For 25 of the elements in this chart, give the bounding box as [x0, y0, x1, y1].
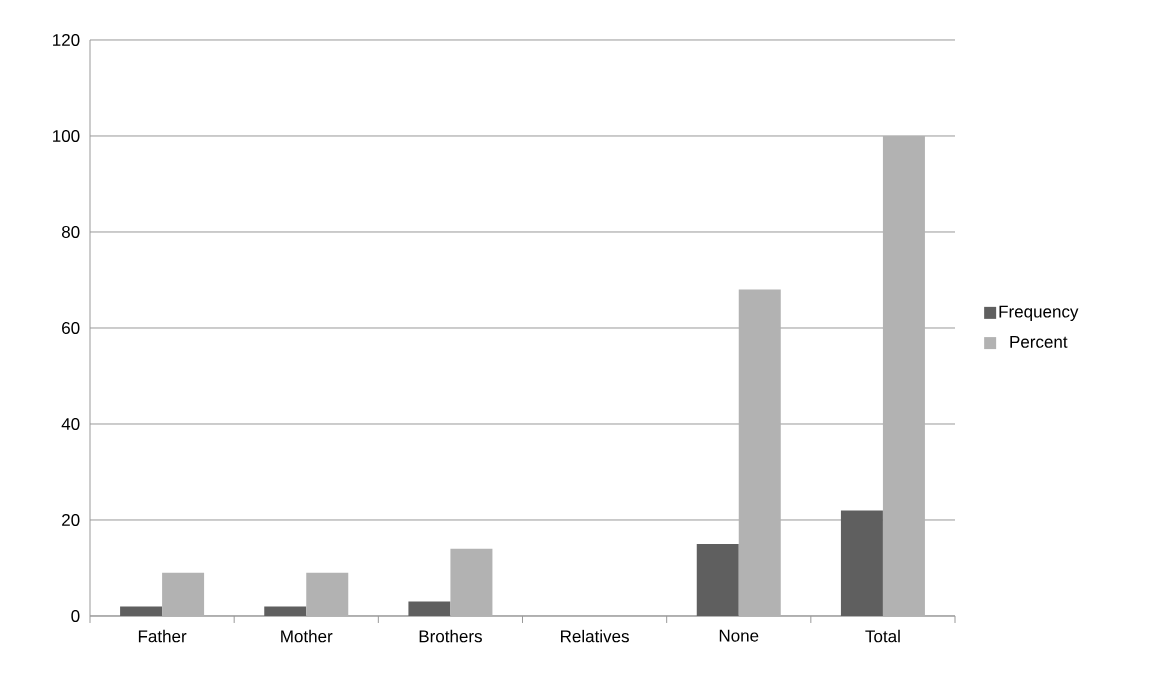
- x-tick-label: Relatives: [561, 629, 629, 643]
- y-tick-label: 120: [53, 33, 80, 47]
- x-tick-label: None: [719, 629, 759, 642]
- legend-label: Frequency: [999, 305, 1079, 321]
- bar: [408, 601, 451, 616]
- y-tick-label: 20: [62, 513, 80, 527]
- x-tick-label: Total: [865, 629, 900, 643]
- y-tick-label: 60: [62, 321, 80, 335]
- bar: [882, 135, 925, 616]
- y-tick-label: 0: [71, 609, 80, 623]
- bar: [162, 572, 205, 616]
- x-tick-label: Mother: [281, 629, 333, 643]
- x-tick-label: Father: [138, 629, 187, 643]
- bar: [264, 606, 307, 616]
- legend-label: Percent: [1010, 335, 1068, 348]
- bar: [450, 548, 493, 616]
- y-tick-label: 80: [61, 225, 80, 239]
- y-tick-label: 40: [61, 417, 80, 431]
- bar: [738, 289, 781, 616]
- x-tick-label: Brothers: [419, 629, 482, 643]
- bar: [120, 606, 163, 616]
- y-tick-label: 100: [53, 129, 80, 143]
- bar: [696, 543, 739, 616]
- bar: [306, 572, 349, 616]
- bar: [840, 510, 883, 616]
